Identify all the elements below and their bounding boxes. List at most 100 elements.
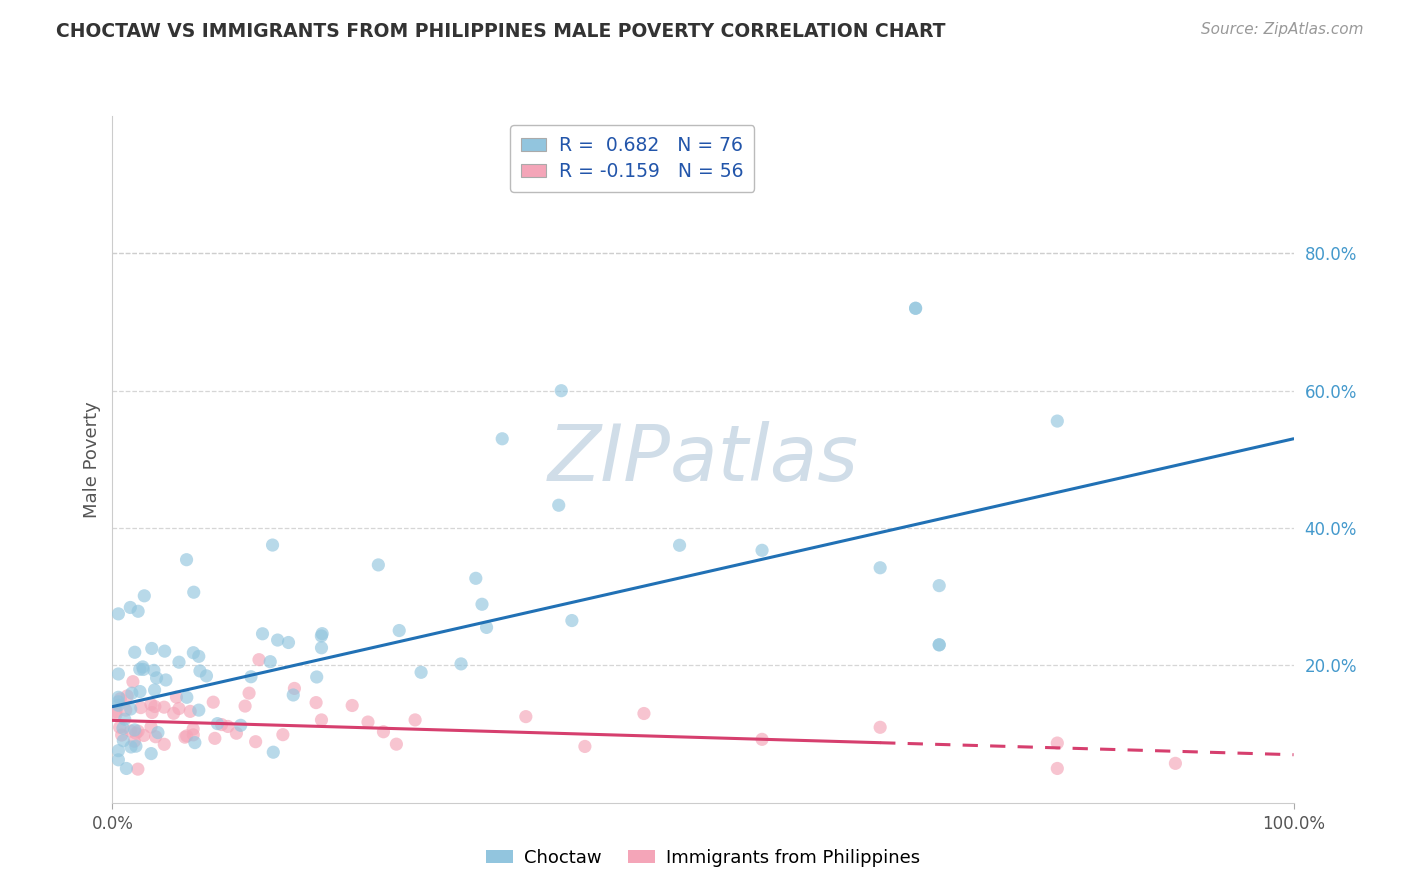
Point (114, 712, 136, 726)
Point (143, 699, 166, 714)
Point (181, 728, 204, 742)
Point (111, 728, 134, 742)
Point (869, 720, 891, 734)
Point (373, 724, 395, 739)
Point (367, 558, 389, 572)
Point (120, 724, 142, 739)
Point (132, 660, 155, 674)
Point (127, 762, 149, 776)
Point (174, 730, 197, 744)
Point (409, 665, 432, 680)
Point (283, 681, 305, 696)
Point (207, 716, 229, 731)
Point (751, 543, 773, 558)
Point (233, 699, 256, 714)
Point (202, 695, 225, 709)
Point (195, 669, 218, 683)
Point (450, 657, 472, 671)
Point (183, 585, 205, 599)
Point (142, 664, 165, 678)
Y-axis label: Male Poverty: Male Poverty (83, 401, 101, 517)
Point (515, 709, 537, 723)
Point (311, 640, 333, 655)
Point (143, 683, 166, 698)
Point (928, 579, 950, 593)
Point (155, 673, 177, 687)
Point (311, 713, 333, 727)
Point (122, 674, 145, 689)
Point (245, 734, 267, 748)
Point (238, 686, 260, 700)
Point (127, 604, 149, 618)
Point (928, 638, 950, 652)
Point (633, 706, 655, 721)
Point (179, 704, 201, 718)
Point (141, 747, 163, 761)
Point (127, 724, 149, 739)
Point (187, 649, 209, 664)
Point (139, 698, 162, 712)
Point (464, 571, 486, 585)
Point (547, 498, 569, 512)
Point (105, 705, 128, 719)
Point (259, 655, 281, 669)
Point (475, 620, 498, 634)
Point (188, 664, 211, 678)
Point (183, 646, 205, 660)
Point (125, 726, 148, 740)
Text: Source: ZipAtlas.com: Source: ZipAtlas.com (1201, 22, 1364, 37)
Point (112, 733, 135, 747)
Point (385, 737, 408, 751)
Point (305, 696, 328, 710)
Point (165, 690, 187, 705)
Point (904, 301, 927, 316)
Point (176, 729, 198, 743)
Point (217, 719, 239, 733)
Point (108, 720, 131, 734)
Point (869, 561, 891, 575)
Point (141, 706, 163, 720)
Point (1164, 756, 1187, 771)
Point (107, 695, 129, 709)
Text: CHOCTAW VS IMMIGRANTS FROM PHILIPPINES MALE POVERTY CORRELATION CHART: CHOCTAW VS IMMIGRANTS FROM PHILIPPINES M… (56, 22, 946, 41)
Point (145, 730, 167, 744)
Point (107, 698, 129, 713)
Point (262, 745, 284, 759)
Point (128, 662, 150, 676)
Point (107, 690, 129, 705)
Point (283, 688, 305, 702)
Point (145, 671, 167, 685)
Point (262, 538, 284, 552)
Point (211, 717, 233, 731)
Point (1046, 761, 1069, 775)
Point (357, 714, 380, 729)
Point (184, 736, 207, 750)
Point (105, 707, 128, 722)
Point (311, 626, 333, 640)
Point (271, 728, 294, 742)
Point (107, 744, 129, 758)
Point (229, 718, 252, 732)
Point (107, 667, 129, 681)
Point (247, 653, 270, 667)
Point (167, 701, 190, 715)
Point (120, 702, 142, 716)
Point (187, 703, 209, 717)
Point (252, 627, 274, 641)
Point (561, 614, 583, 628)
Point (115, 689, 138, 703)
Point (340, 698, 363, 713)
Point (107, 607, 129, 621)
Point (225, 726, 247, 740)
Point (751, 732, 773, 747)
Point (107, 753, 129, 767)
Point (153, 700, 176, 714)
Point (114, 703, 136, 717)
Point (132, 728, 155, 742)
Point (574, 739, 596, 754)
Point (121, 686, 143, 700)
Point (124, 734, 146, 748)
Point (491, 432, 513, 446)
Point (125, 739, 148, 754)
Point (928, 638, 950, 652)
